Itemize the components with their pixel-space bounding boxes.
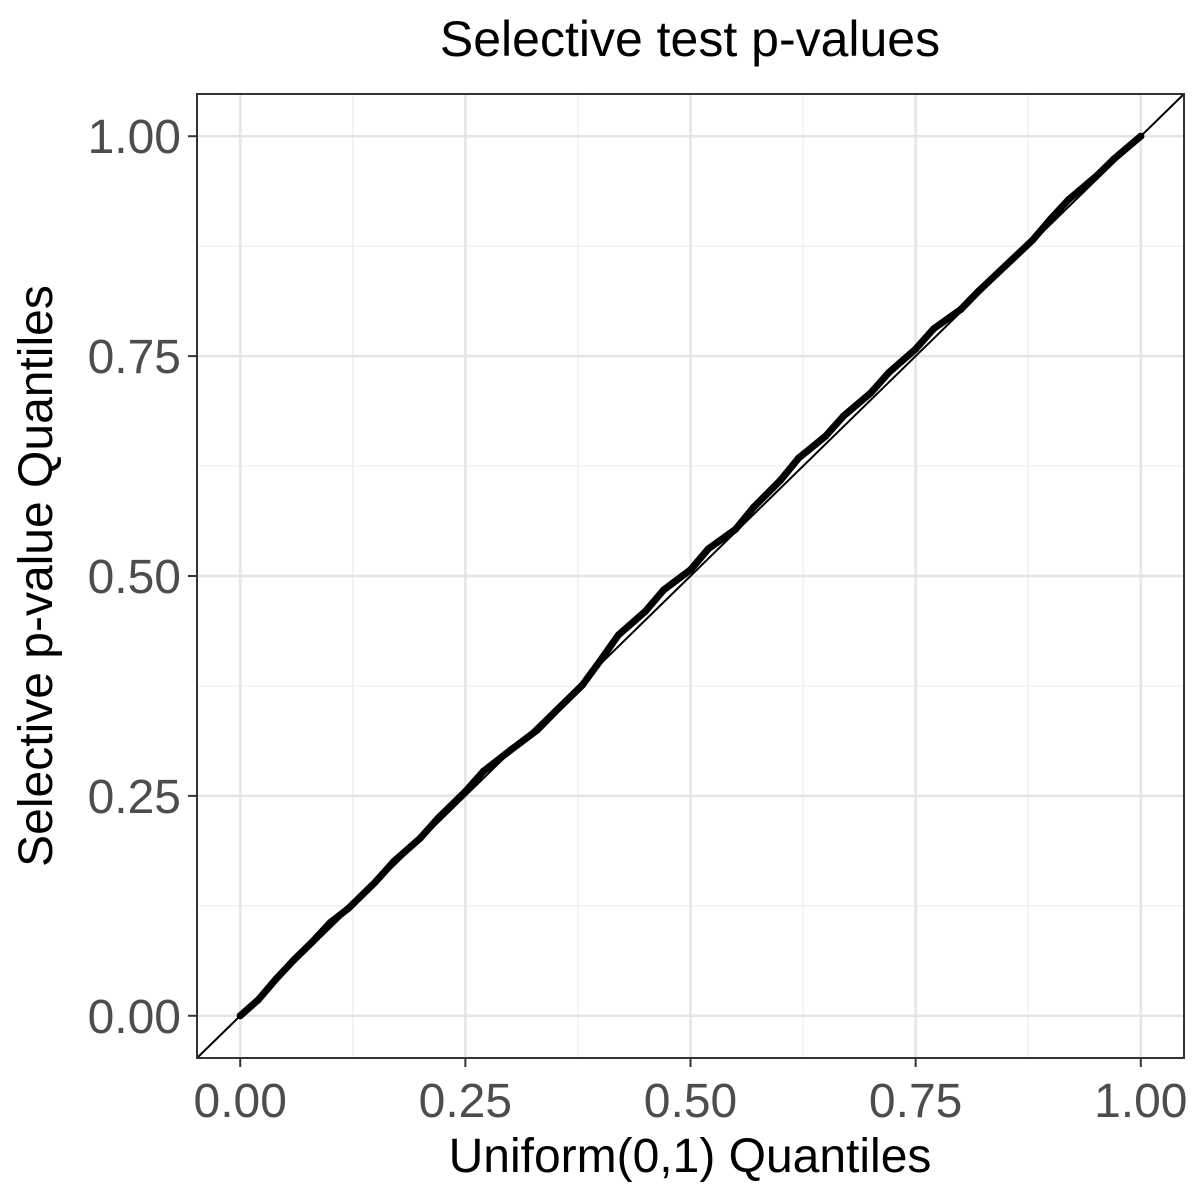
qq-point: [705, 545, 713, 553]
qq-points-layer: [236, 132, 1145, 1020]
qq-point: [840, 412, 848, 420]
qq-point: [1029, 236, 1037, 244]
qq-point: [1137, 132, 1145, 140]
y-tick-label: 1.00: [88, 111, 181, 164]
qq-point: [732, 525, 740, 533]
qq-point: [596, 656, 604, 664]
qq-point: [777, 476, 785, 484]
x-axis-ticks: 0.00 0.25 0.50 0.75 1.00: [194, 1058, 1187, 1128]
qq-series-line: [236, 132, 1145, 1020]
y-axis-title: Selective p-value Quantiles: [10, 285, 63, 867]
qq-point: [822, 432, 830, 440]
qq-point: [326, 919, 334, 927]
qq-point: [461, 787, 469, 795]
qq-point: [912, 345, 920, 353]
qq-point: [1047, 215, 1055, 223]
x-tick-label: 0.00: [194, 1075, 287, 1128]
y-axis-ticks: 0.00 0.25 0.50 0.75 1.00: [88, 111, 197, 1044]
x-tick-label: 0.25: [419, 1075, 512, 1128]
qq-point: [578, 681, 586, 689]
qq-point: [1110, 155, 1118, 163]
qq-point: [885, 369, 893, 377]
qq-point: [551, 707, 559, 715]
y-tick-label: 0.25: [88, 771, 181, 824]
grid-major-lines: [197, 94, 1184, 1058]
qq-point: [957, 305, 965, 313]
qq-point: [236, 1012, 244, 1020]
qq-point: [930, 325, 938, 333]
qq-point: [533, 726, 541, 734]
qq-point: [1065, 196, 1073, 204]
qq-point: [290, 955, 298, 963]
qq-point: [975, 287, 983, 295]
chart-title: Selective test p-values: [440, 11, 940, 67]
qq-point: [687, 566, 694, 574]
x-tick-label: 0.75: [869, 1075, 962, 1128]
qq-point: [254, 996, 262, 1004]
y-tick-label: 0.75: [88, 331, 181, 384]
qq-point: [1092, 173, 1100, 181]
qq-point: [750, 503, 758, 511]
qq-point: [867, 389, 875, 397]
qq-point: [479, 767, 487, 775]
qq-point: [416, 834, 424, 842]
x-tick-label: 0.50: [644, 1075, 737, 1128]
qq-point: [795, 454, 803, 462]
qq-point: [659, 586, 667, 594]
qq-point: [641, 607, 649, 615]
x-axis-title: Uniform(0,1) Quantiles: [449, 1130, 932, 1183]
x-tick-label: 1.00: [1094, 1075, 1187, 1128]
qq-point: [272, 975, 280, 983]
qq-point: [434, 814, 442, 822]
y-tick-label: 0.50: [88, 551, 181, 604]
qq-point: [344, 904, 352, 912]
qq-point: [614, 631, 622, 639]
y-tick-label: 0.00: [88, 991, 181, 1044]
qq-point: [506, 746, 514, 754]
qq-point: [308, 938, 316, 946]
qq-point: [389, 858, 397, 866]
qq-point: [371, 878, 379, 886]
qq-point: [1002, 262, 1010, 270]
